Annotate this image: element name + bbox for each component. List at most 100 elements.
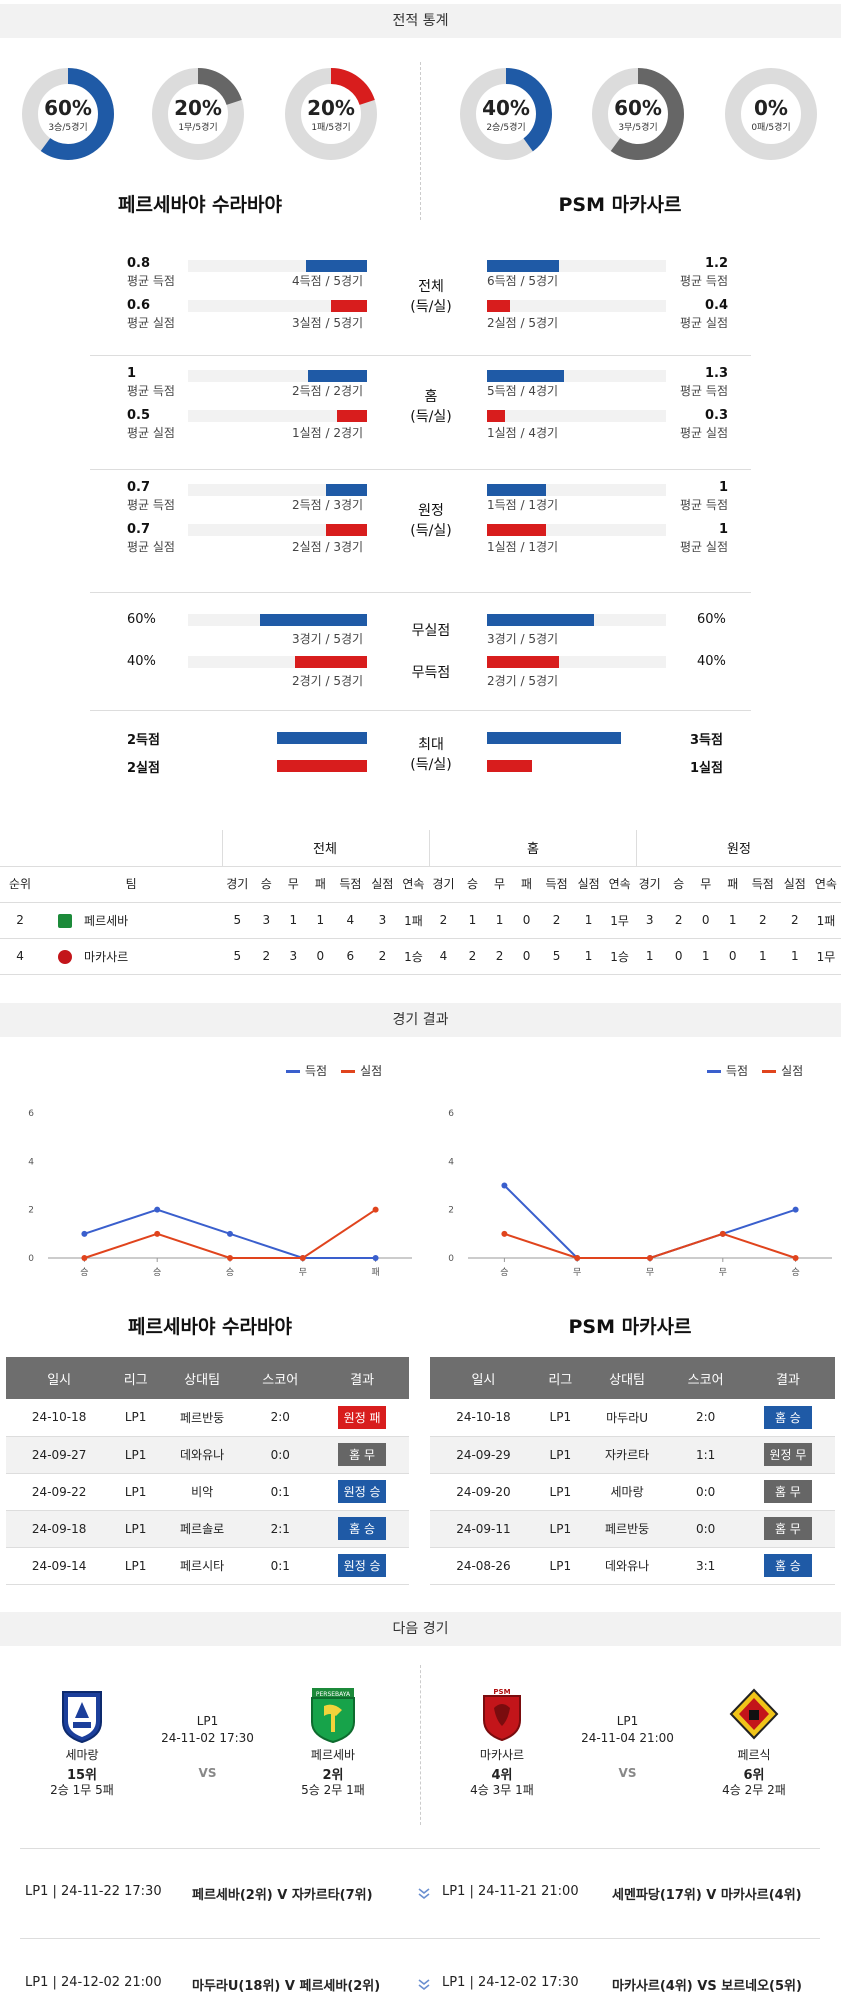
standings-cell: 2 [252,938,281,975]
results-opponent: 자카르타 [583,1436,671,1474]
standings-cell: 4 [334,902,367,939]
series-point-for[interactable] [792,1206,799,1213]
series-point-against[interactable] [154,1230,161,1237]
results-league: LP1 [112,1436,159,1474]
away-avg-for: 1 [718,480,728,495]
home-avg-for-label: 평균 득점 [127,498,175,512]
home-avg-for-label: 평균 득점 [127,384,175,398]
standings-row[interactable]: 4 마카사르 5 2 3 0 6 2 1승 4 2 2 0 5 1 1승 1 0 1 0 1 1 1무 [0,938,841,975]
upcoming-info[interactable]: LP1 | 24-12-02 21:00 [25,1975,162,1990]
home-avg-against-bar [337,410,367,422]
results-row[interactable]: 24-09-27 LP1 데와유나 0:0 홈 무 [6,1436,409,1474]
results-row[interactable]: 24-09-20 LP1 세마랑 0:0 홈 무 [430,1473,835,1511]
series-point-against[interactable] [647,1255,653,1261]
upcoming-info[interactable]: LP1 | 24-11-22 17:30 [25,1884,162,1899]
bar-track [188,524,367,536]
results-row[interactable]: 24-09-22 LP1 비악 0:1 원정 승 [6,1473,409,1511]
divider [429,830,430,866]
away-nocon-bar [487,614,594,626]
results-opponent: 페르솔로 [159,1510,246,1548]
results-row[interactable]: 24-09-14 LP1 페르시타 0:1 원정 승 [6,1547,409,1585]
results-score: 3:1 [670,1547,741,1585]
upcoming-teams[interactable]: 마두라U(18위) V 페르세바(2위) [192,1979,381,1994]
home-avg-against-label: 평균 실점 [127,426,175,440]
chevron-down-icon[interactable] [417,1886,431,1900]
persik-crest-icon [729,1688,779,1740]
standings-group-home: 홈 [527,842,539,857]
home-avg-against: 0.5 [127,408,151,423]
standings-header-cell: 득점 [334,866,367,903]
series-point-against[interactable] [372,1206,379,1213]
series-point-against[interactable] [792,1255,799,1261]
results-row[interactable]: 24-08-26 LP1 데와유나 3:1 홈 승 [430,1547,835,1585]
results-row[interactable]: 24-09-11 LP1 페르반둥 0:0 홈 무 [430,1510,835,1548]
standings-cell: 0 [512,938,541,975]
crest-text: PSM [493,1688,510,1696]
semarang-crest-icon [62,1691,102,1744]
standings-row[interactable]: 2 페르세바 5 3 1 1 4 3 1패 2 1 1 0 2 1 1무 3 2 0 1 2 2 1패 [0,902,841,939]
results-header-cell: 일시 [6,1357,113,1399]
upcoming-info[interactable]: LP1 | 24-11-21 21:00 [442,1884,579,1899]
results-opponent: 페르반둥 [159,1399,246,1437]
standings-cell: 1 [718,902,747,939]
standings-team-cell[interactable]: 마카사르 [40,938,223,975]
next-home-right-rank: 2위 [322,1768,344,1783]
series-point-for[interactable] [501,1182,508,1189]
series-point-for[interactable] [154,1206,161,1213]
series-point-for[interactable] [81,1230,88,1237]
results-row[interactable]: 24-10-18 LP1 마두라U 2:0 홈 승 [430,1399,835,1437]
series-point-against[interactable] [299,1255,306,1261]
home-avg-against-detail: 2실점 / 3경기 [292,540,364,554]
results-row[interactable]: 24-09-29 LP1 자카르타 1:1 원정 무 [430,1436,835,1474]
standings-header-cell: 팀 [40,866,223,903]
upcoming-info[interactable]: LP1 | 24-12-02 17:30 [442,1975,579,1990]
results-date: 24-09-29 [430,1436,537,1474]
standings-cell: 1 [746,938,779,975]
results-row[interactable]: 24-10-18 LP1 페르반둥 2:0 원정 패 [6,1399,409,1437]
results-opponent: 세마랑 [583,1473,671,1511]
standings-cell: 0 [664,938,693,975]
results-header-cell: 상대팀 [159,1357,246,1399]
series-point-against[interactable] [81,1255,88,1261]
upcoming-teams[interactable]: 마카사르(4위) VS 보르네오(5위) [612,1979,802,1994]
upcoming-teams[interactable]: 세멘파당(17위) V 마카사르(4위) [612,1888,802,1903]
results-date: 24-10-18 [430,1399,537,1437]
series-point-against[interactable] [501,1230,508,1237]
donut-away-draw: 60% 3무/5경기 [590,66,686,162]
series-point-for[interactable] [372,1255,379,1261]
results-score: 1:1 [670,1436,741,1474]
donut-home-win: 60% 3승/5경기 [20,66,116,162]
results-outcome-cell: 원정 무 [740,1436,835,1474]
away-avg-against-label: 평균 실점 [680,316,728,330]
results-header-cell: 리그 [112,1357,159,1399]
standings-cell: 2 [664,902,693,939]
series-point-for[interactable] [227,1230,233,1237]
standings-header-cell: 패 [306,866,335,903]
standings-team-cell[interactable]: 페르세바 [40,902,223,939]
standings-cell: 1 [306,902,335,939]
series-point-against[interactable] [719,1230,726,1237]
upcoming-teams[interactable]: 페르세바(2위) V 자카르타(7위) [192,1888,373,1903]
crest-text: PERSEBAYA [316,1691,351,1698]
x-tick-label: 승 [226,1267,234,1278]
away-avg-against-detail: 1실점 / 1경기 [487,540,559,554]
results-score: 2:0 [245,1399,316,1437]
standings-header-cell: 무 [692,866,719,903]
standings-cell: 2 [746,902,779,939]
chevron-down-icon[interactable] [417,1977,431,1991]
results-outcome-badge: 원정 무 [763,1443,812,1466]
standings-cell: 2 [778,902,811,939]
series-point-against[interactable] [574,1255,581,1261]
standings-table: 순위 팀 경기 승 무 패 득점 실점 연속 경기 승 무 패 득점 실점 연속 경기 승 무 패 득점 실점 연속 2 페르세… [0,866,841,975]
results-header-cell: 결과 [315,1357,409,1399]
standings-header-cell: 무 [280,866,307,903]
standings-cell: 0 [512,902,541,939]
results-row[interactable]: 24-09-18 LP1 페르솔로 2:1 홈 승 [6,1510,409,1548]
away-team-name: PSM 마카사르 [558,194,682,216]
standings-cell: 1무 [810,938,841,975]
series-point-against[interactable] [227,1255,233,1261]
standings-cell: 6 [334,938,367,975]
max-label-1: 최대 [418,737,444,753]
bar-track [487,410,666,422]
results-section-title: 경기 결과 [0,1003,841,1037]
